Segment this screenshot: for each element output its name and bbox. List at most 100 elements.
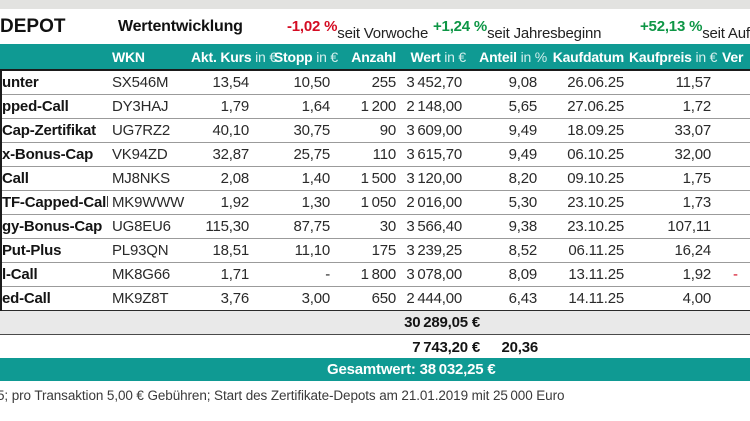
cell-kaufdatum: 13.11.25 bbox=[568, 266, 624, 283]
cell-kurs: 13,54 bbox=[212, 74, 249, 91]
cell-wkn: MK8G66 bbox=[112, 266, 170, 283]
cell-wkn: VK94ZD bbox=[112, 146, 168, 163]
column-header-anteil: Anteil in % bbox=[479, 48, 547, 65]
cell-wert: 3 120,00 bbox=[406, 170, 462, 187]
stat-ytd: +1,24 % seit Jahresbeginn bbox=[433, 18, 601, 42]
cell-kaufpreis: 16,24 bbox=[674, 242, 711, 259]
table-row: x-Bonus-Cap VK94ZD 32,87 25,75 110 3 615,70 9,… bbox=[0, 143, 750, 167]
cell-wkn: PL93QN bbox=[112, 242, 169, 259]
column-header-wert: Wert in € bbox=[410, 48, 466, 65]
cell-kaufpreis: 4,00 bbox=[682, 290, 712, 307]
cell-stopp: 3,00 bbox=[301, 290, 331, 307]
summary-row-positions: 30 289,05 € bbox=[0, 311, 750, 335]
cell-kurs: 1,71 bbox=[220, 266, 250, 283]
cell-stopp: 11,10 bbox=[294, 242, 331, 259]
cell-stopp: 1,64 bbox=[301, 98, 331, 115]
cell-name: Call bbox=[2, 170, 29, 187]
summary-row-cash: 7 743,20 € 20,36 bbox=[0, 336, 750, 358]
cell-anzahl: 1 800 bbox=[360, 266, 397, 283]
cell-name: unter bbox=[2, 74, 39, 91]
cell-name: gy-Bonus-Cap bbox=[2, 218, 103, 235]
cell-kaufpreis: 33,07 bbox=[674, 122, 711, 139]
stat-inception-value: +52,13 % bbox=[640, 18, 703, 35]
cell-anzahl: 30 bbox=[379, 218, 396, 235]
cash-share: 20,36 bbox=[501, 339, 538, 356]
cell-wkn: MK9Z8T bbox=[112, 290, 169, 307]
cell-name: TF-Capped-Call bbox=[2, 194, 108, 211]
cell-anteil: 9,49 bbox=[508, 122, 538, 139]
column-header-kurs: Akt. Kurs in € bbox=[191, 48, 277, 65]
cell-anteil: 9,08 bbox=[508, 74, 538, 91]
table-row: unter SX546M 13,54 10,50 255 3 452,70 9,08 26.0… bbox=[0, 71, 750, 95]
cell-anzahl: 1 050 bbox=[360, 194, 397, 211]
cell-stopp: 10,50 bbox=[293, 74, 330, 91]
cell-anzahl: 90 bbox=[379, 122, 396, 139]
stat-week-label: seit Vorwoche bbox=[337, 25, 429, 42]
cell-anzahl: 255 bbox=[371, 74, 397, 91]
table-row: Cap-Zertifikat UG7RZ2 40,10 30,75 90 3 609,00… bbox=[0, 119, 750, 143]
table-row: pped-Call DY3HAJ 1,79 1,64 1 200 2 148,00 5,65… bbox=[0, 95, 750, 119]
cell-kaufpreis: 11,57 bbox=[675, 74, 712, 91]
cell-kaufdatum: 23.10.25 bbox=[567, 218, 624, 235]
performance-heading: Wertentwicklung bbox=[118, 18, 243, 35]
cell-anteil: 8,20 bbox=[508, 170, 538, 187]
cell-name: pped-Call bbox=[2, 98, 69, 115]
cell-name: l-Call bbox=[2, 266, 38, 283]
cell-name: ed-Call bbox=[2, 290, 51, 307]
cell-wkn: UG8EU6 bbox=[112, 218, 171, 235]
cell-kaufdatum: 27.06.25 bbox=[567, 98, 624, 115]
cell-wkn: MJ8NKS bbox=[112, 170, 170, 187]
column-header-kaufpreis: Kaufpreis in € bbox=[629, 48, 718, 65]
cell-wkn: DY3HAJ bbox=[112, 98, 169, 115]
cell-kaufpreis: 1,92 bbox=[682, 266, 712, 283]
cell-ver: - bbox=[733, 266, 738, 283]
cell-kaufdatum: 09.10.25 bbox=[567, 170, 624, 187]
footnote: 5; pro Transaktion 5,00 € Gebühren; Star… bbox=[0, 388, 565, 403]
table-row: Call MJ8NKS 2,08 1,40 1 500 3 120,00 8,20 09.10… bbox=[0, 167, 750, 191]
cell-kaufdatum: 06.10.25 bbox=[567, 146, 624, 163]
cell-kaufdatum: 06.11.25 bbox=[568, 242, 624, 259]
column-header-wkn: WKN bbox=[112, 48, 145, 65]
cell-kaufpreis: 107,11 bbox=[667, 218, 711, 235]
cell-kurs: 1,79 bbox=[220, 98, 250, 115]
cell-anteil: 9,49 bbox=[508, 146, 538, 163]
cell-wert: 2 148,00 bbox=[406, 98, 462, 115]
stat-ytd-label: seit Jahresbeginn bbox=[487, 25, 602, 42]
cell-anteil: 8,52 bbox=[508, 242, 538, 259]
cell-wert: 2 016,00 bbox=[406, 194, 462, 211]
table-row: Put-Plus PL93QN 18,51 11,10 175 3 239,25 8,52 0… bbox=[0, 239, 750, 263]
cell-wert: 3 078,00 bbox=[406, 266, 462, 283]
column-header-anzahl: Anzahl bbox=[351, 48, 396, 65]
cell-kaufdatum: 23.10.25 bbox=[567, 194, 624, 211]
cell-wert: 3 615,70 bbox=[406, 146, 462, 163]
cell-kaufdatum: 18.09.25 bbox=[567, 122, 624, 139]
top-gray-strip bbox=[0, 0, 750, 9]
table-body: unter SX546M 13,54 10,50 255 3 452,70 9,08 26.0… bbox=[0, 71, 750, 311]
cell-kaufpreis: 32,00 bbox=[674, 146, 711, 163]
cell-name: Cap-Zertifikat bbox=[2, 122, 96, 139]
table-row: ed-Call MK9Z8T 3,76 3,00 650 2 444,00 6,43 14.1… bbox=[0, 287, 750, 311]
stat-week-value: -1,02 % bbox=[287, 18, 338, 35]
cell-wert: 3 566,40 bbox=[406, 218, 462, 235]
stat-inception-label: seit Auf bbox=[702, 25, 750, 42]
cell-anteil: 8,09 bbox=[508, 266, 538, 283]
cell-name: Put-Plus bbox=[2, 242, 62, 259]
cell-wert: 3 452,70 bbox=[406, 74, 462, 91]
topbar: DEPOT Wertentwicklung -1,02 % seit Vorwo… bbox=[0, 9, 750, 44]
column-header-ver: Ver bbox=[722, 48, 744, 65]
cell-anzahl: 175 bbox=[371, 242, 397, 259]
cell-name: x-Bonus-Cap bbox=[2, 146, 94, 163]
cell-kaufdatum: 26.06.25 bbox=[567, 74, 624, 91]
cell-anzahl: 1 200 bbox=[360, 98, 397, 115]
table-row: TF-Capped-Call MK9WWW 1,92 1,30 1 050 2 016,0… bbox=[0, 191, 750, 215]
table-left-crop-edge bbox=[0, 71, 2, 311]
cell-wkn: MK9WWW bbox=[112, 194, 185, 211]
stat-inception: +52,13 % seit Auf bbox=[640, 18, 750, 42]
grand-total-row: Gesamtwert: 38 032,25 € bbox=[0, 358, 750, 381]
cell-stopp: 30,75 bbox=[293, 122, 330, 139]
cell-kurs: 2,08 bbox=[220, 170, 250, 187]
stat-week: -1,02 % seit Vorwoche bbox=[287, 18, 428, 42]
column-header-kaufdatum: Kaufdatum bbox=[552, 48, 625, 65]
cell-stopp: 1,40 bbox=[301, 170, 331, 187]
cell-stopp: 25,75 bbox=[293, 146, 330, 163]
